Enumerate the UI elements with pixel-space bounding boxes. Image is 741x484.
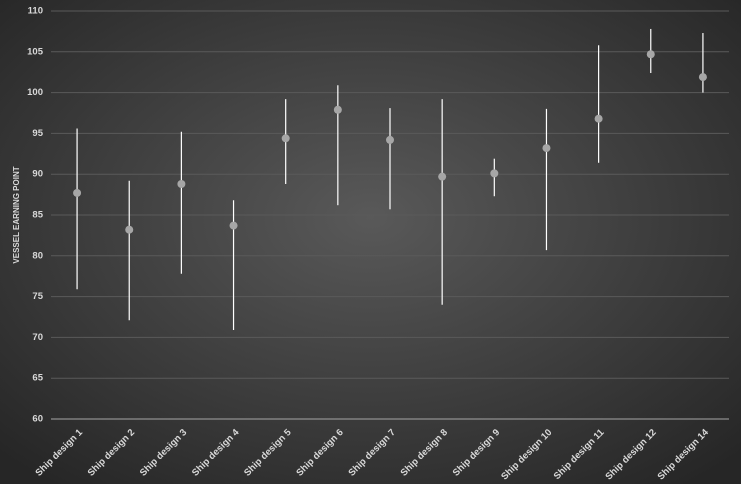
- y-tick-label: 80: [32, 250, 43, 261]
- y-tick-label: 85: [32, 210, 43, 221]
- marker: [646, 50, 655, 59]
- marker: [698, 73, 707, 82]
- y-tick-label: 105: [27, 46, 44, 57]
- y-tick-label: 75: [32, 291, 43, 302]
- marker: [333, 105, 342, 114]
- y-tick-label: 100: [27, 87, 43, 98]
- marker: [594, 114, 603, 123]
- y-tick-label: 95: [32, 128, 43, 139]
- marker: [229, 221, 238, 230]
- marker: [490, 169, 499, 178]
- y-tick-label: 90: [32, 169, 43, 180]
- y-axis-title: VESSEL EARNING POINT: [12, 166, 21, 263]
- marker: [281, 134, 290, 143]
- y-tick-label: 70: [32, 332, 43, 343]
- marker: [386, 135, 394, 144]
- marker: [177, 179, 186, 188]
- y-tick-label: 65: [32, 373, 43, 384]
- marker: [125, 225, 134, 234]
- y-tick-label: 60: [32, 414, 43, 425]
- y-tick-label: 110: [28, 6, 43, 17]
- marker: [73, 188, 82, 197]
- marker: [438, 172, 447, 181]
- marker: [542, 144, 551, 153]
